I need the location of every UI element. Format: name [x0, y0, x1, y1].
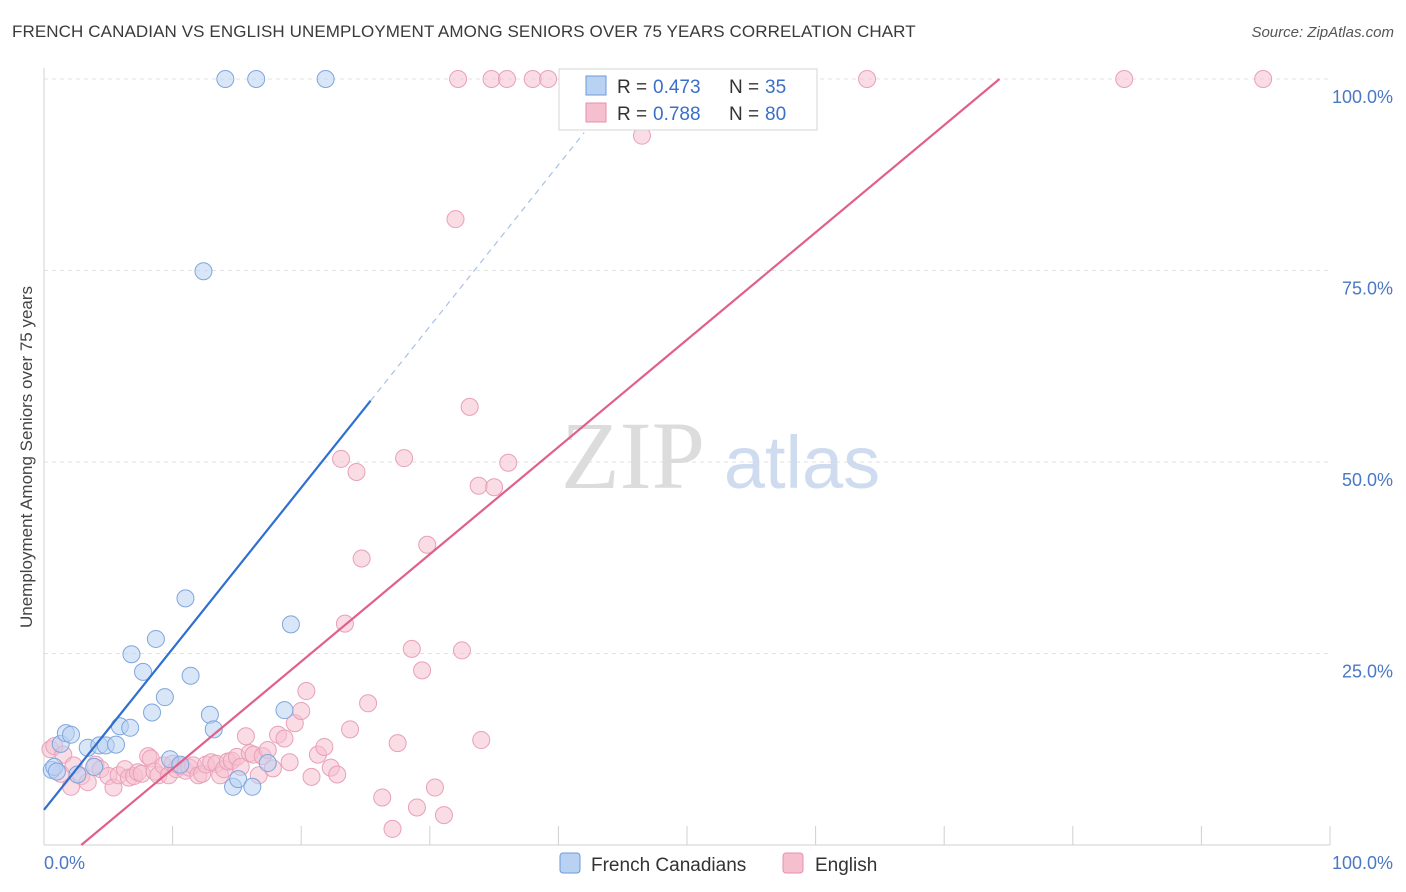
english-point-41 [236, 727, 255, 746]
english-point-81 [446, 210, 465, 229]
legend-r-label-1: R = [617, 77, 647, 98]
french-canadian-point-8 [85, 757, 104, 776]
english-point-85 [497, 70, 516, 88]
tick-labels: 25.0% 50.0% 75.0% 100.0% 0.0% 100.0% [44, 87, 1393, 873]
english-point-80 [499, 453, 518, 472]
english-point-65 [373, 788, 392, 807]
english-point-50 [280, 753, 299, 772]
legend-swatch-blue [585, 75, 607, 96]
trend-line-french-canadians-extension [370, 132, 585, 402]
english-point-71 [413, 661, 432, 680]
stats-legend: R = 0.473 N = 35 R = 0.788 N = 80 [558, 68, 818, 131]
english-point-67 [388, 734, 407, 753]
french-canadian-point-29 [243, 777, 262, 796]
legend-r-label-2: R = [617, 104, 647, 125]
legend-n-label-1: N = [729, 77, 759, 98]
english-point-96 [858, 70, 877, 88]
chart-title: FRENCH CANADIAN VS ENGLISH UNEMPLOYMENT … [12, 22, 916, 41]
y-tick-label-1: 50.0% [1342, 470, 1393, 490]
french-canadian-point-16 [143, 703, 162, 722]
y-tick-label-0: 25.0% [1342, 662, 1393, 682]
french-canadian-point-20 [171, 755, 190, 774]
legend-n-label-2: N = [729, 104, 759, 125]
french-canadian-point-17 [146, 629, 165, 648]
legend-n-value-2: 80 [765, 104, 786, 125]
english-point-63 [352, 549, 371, 568]
english-point-75 [452, 641, 471, 660]
y-tick-label-3: 100.0% [1332, 87, 1393, 107]
series-legend-english: English [815, 855, 877, 876]
legend-r-value-2: 0.788 [653, 104, 701, 125]
english-point-52 [292, 701, 311, 720]
french-canadian-point-23 [194, 262, 213, 281]
french-canadian-point-26 [216, 70, 235, 88]
english-point-64 [359, 694, 378, 713]
english-point-54 [302, 767, 321, 786]
french-canadian-point-5 [62, 725, 81, 744]
english-point-77 [472, 731, 491, 750]
english-point-86 [523, 70, 542, 88]
french-canadian-point-31 [258, 754, 277, 773]
english-point-98 [1254, 70, 1273, 88]
trend-line-french-canadians [43, 400, 372, 811]
series-legend: French Canadians English [559, 852, 877, 876]
french-canadian-point-18 [155, 688, 174, 707]
source-label: Source: ZipAtlas.com [1251, 24, 1394, 41]
english-point-78 [469, 476, 488, 495]
legend-n-value-1: 35 [765, 77, 786, 98]
series-legend-french-canadians: French Canadians [591, 855, 746, 876]
french-canadian-point-25 [204, 720, 223, 739]
english-point-70 [407, 798, 426, 817]
series-legend-swatch-french-canadians [559, 852, 581, 874]
english-point-49 [275, 729, 294, 748]
english-point-76 [460, 397, 479, 416]
french-canadian-point-2 [47, 762, 66, 781]
trend-line-english [80, 78, 1001, 846]
english-point-69 [402, 639, 421, 658]
french-canadian-point-11 [107, 735, 126, 754]
english-point-59 [332, 449, 351, 468]
french-canadian-point-30 [247, 70, 266, 88]
y-tick-label-2: 75.0% [1342, 279, 1393, 299]
french-canadian-point-22 [181, 666, 200, 685]
x-tick-label-0: 0.0% [44, 853, 85, 873]
english-point-72 [418, 535, 437, 554]
english-point-66 [383, 819, 402, 838]
english-point-61 [341, 720, 360, 739]
trend-lines [43, 78, 1001, 846]
watermark-atlas: atlas [724, 421, 880, 504]
series-legend-swatch-english [782, 852, 804, 874]
legend-swatch-pink [585, 102, 607, 123]
english-point-83 [449, 70, 468, 88]
french-canadian-point-28 [229, 770, 248, 789]
english-point-56 [315, 737, 334, 756]
french-canadian-point-32 [275, 701, 294, 720]
english-point-87 [539, 70, 558, 88]
watermark-zip: ZIP [561, 402, 705, 509]
x-tick-label-1: 100.0% [1332, 853, 1393, 873]
english-point-58 [328, 765, 347, 784]
french-canadian-point-34 [316, 70, 335, 88]
watermark: ZIP atlas [561, 402, 880, 509]
english-point-53 [297, 682, 316, 701]
french-canadian-points [42, 70, 335, 796]
french-canadian-point-15 [134, 662, 153, 681]
english-point-79 [485, 478, 504, 497]
english-point-97 [1115, 70, 1134, 88]
legend-r-value-1: 0.473 [653, 77, 701, 98]
english-point-84 [482, 70, 501, 88]
french-canadian-point-33 [281, 615, 300, 634]
french-canadian-point-14 [122, 645, 141, 664]
english-point-74 [434, 806, 453, 825]
french-canadian-point-6 [68, 765, 87, 784]
french-canadian-point-21 [176, 589, 195, 608]
english-point-62 [347, 462, 366, 481]
axes [43, 68, 1331, 846]
french-canadian-point-13 [121, 718, 140, 737]
english-point-73 [425, 778, 444, 797]
english-point-68 [395, 449, 414, 468]
